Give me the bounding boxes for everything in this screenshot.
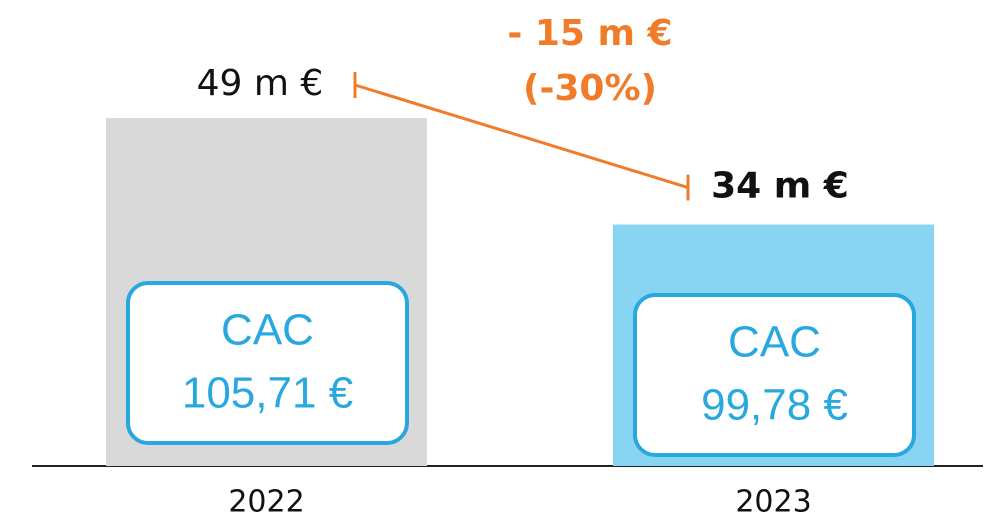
value-label: 34 m € <box>711 166 849 207</box>
annotation: - 15 m € <box>507 13 672 54</box>
x-tick-label: 2022 <box>228 485 304 520</box>
cac-box <box>126 281 409 445</box>
cac-title: CAC <box>728 318 821 367</box>
cac-value: 105,71 € <box>182 369 353 418</box>
cac-value: 99,78 € <box>701 381 848 430</box>
connector <box>354 83 689 189</box>
cac-box <box>633 293 916 457</box>
annotation: (-30%) <box>523 68 657 109</box>
cac-title: CAC <box>221 306 314 355</box>
x-tick-label: 2023 <box>735 485 811 520</box>
value-label: 49 m € <box>197 63 324 104</box>
